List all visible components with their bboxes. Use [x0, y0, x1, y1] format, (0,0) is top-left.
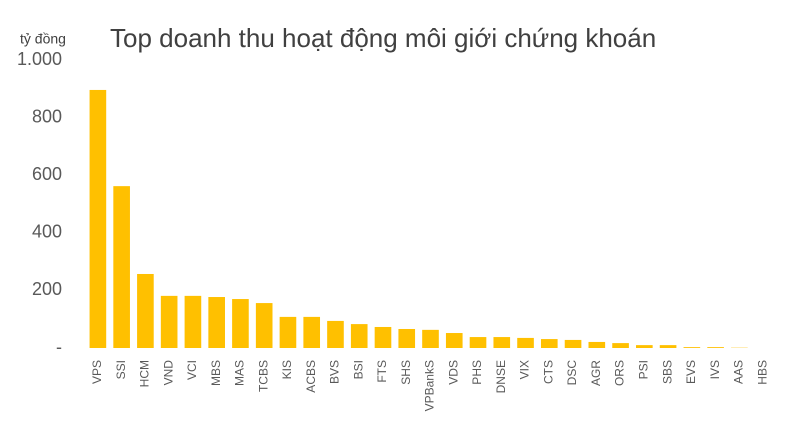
- x-tick-label: CTS: [541, 360, 555, 384]
- chart-title: Top doanh thu hoạt động môi giới chứng k…: [110, 23, 656, 53]
- x-tick-label: KIS: [280, 360, 294, 379]
- y-tick-label: 400: [32, 222, 62, 242]
- bar: [184, 295, 202, 348]
- bar: [232, 299, 249, 348]
- x-tick-label: ORS: [613, 360, 627, 386]
- x-tick-label: DSC: [565, 360, 579, 386]
- bar: [588, 341, 606, 348]
- x-tick-label: AAS: [732, 360, 746, 384]
- x-tick-label: BVS: [328, 360, 342, 384]
- bar: [612, 343, 629, 348]
- bar: [469, 337, 487, 348]
- bar: [398, 328, 416, 348]
- x-tick-label: SBS: [660, 360, 674, 384]
- x-tick-label: AGR: [589, 360, 603, 386]
- y-tick-label: 200: [32, 279, 62, 299]
- bar: [303, 316, 321, 348]
- x-tick-label: TCBS: [256, 360, 270, 392]
- x-tick-label: VCI: [185, 360, 199, 380]
- bar: [137, 273, 154, 348]
- x-tick-label: VIX: [518, 360, 532, 379]
- bar: [374, 326, 392, 348]
- x-tick-label: VND: [161, 360, 175, 386]
- x-tick-label: VDS: [446, 360, 460, 385]
- x-tick-label: SHS: [399, 360, 413, 385]
- bar: [350, 324, 368, 348]
- bar: [89, 89, 107, 349]
- y-tick-label: 800: [32, 106, 62, 126]
- x-tick-label: EVS: [684, 360, 698, 384]
- x-tick-label: MAS: [233, 360, 247, 386]
- x-tick-label: IVS: [708, 360, 722, 379]
- bar: [683, 347, 701, 348]
- y-tick-label: 1.000: [17, 49, 62, 69]
- bar: [493, 337, 511, 348]
- bar: [659, 345, 677, 348]
- x-tick-label: ACBS: [304, 360, 318, 393]
- x-tick-label: HCM: [138, 360, 152, 387]
- x-tick-label: FTS: [375, 360, 389, 383]
- bar: [517, 337, 534, 348]
- y-axis-unit: tỷ đồng: [20, 31, 66, 47]
- bar: [279, 316, 297, 348]
- bar: [422, 329, 439, 348]
- y-tick-label: -: [56, 337, 62, 357]
- bar: [564, 339, 582, 348]
- bar: [208, 297, 225, 348]
- bar: [327, 320, 344, 348]
- x-tick-label: MBS: [209, 360, 223, 386]
- x-tick-label: VPS: [90, 360, 104, 384]
- x-tick-label: SSI: [114, 360, 128, 379]
- x-tick-label: BSI: [351, 360, 365, 379]
- bar: [160, 295, 178, 348]
- bar: [445, 333, 463, 348]
- y-tick-label: 600: [32, 164, 62, 184]
- x-tick-label: PHS: [470, 360, 484, 385]
- x-tick-label: PSI: [636, 360, 650, 379]
- x-tick-label: VPBankS: [423, 360, 437, 411]
- x-tick-label: HBS: [755, 360, 769, 385]
- bar: [540, 339, 558, 348]
- bar: [707, 347, 724, 348]
- x-tick-label: DNSE: [494, 360, 508, 393]
- bar: [113, 186, 130, 348]
- bar: [636, 345, 653, 348]
- bar: [255, 303, 273, 348]
